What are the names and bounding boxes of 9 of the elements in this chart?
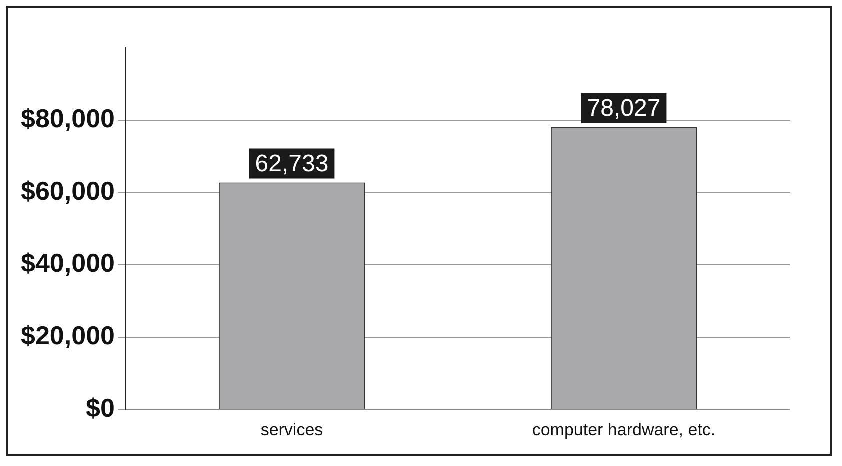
x-tick-label: computer hardware, etc.: [532, 420, 716, 440]
y-tick-label: $60,000: [21, 176, 115, 206]
y-tick-label: $20,000: [21, 320, 115, 350]
data-label: 62,733: [255, 150, 329, 178]
y-tick-label: $0: [86, 392, 115, 423]
data-label: 78,027: [587, 95, 661, 122]
x-tick-label: services: [260, 420, 324, 440]
y-tick-label: $80,000: [21, 103, 115, 134]
y-tick-label: $40,000: [21, 248, 115, 278]
